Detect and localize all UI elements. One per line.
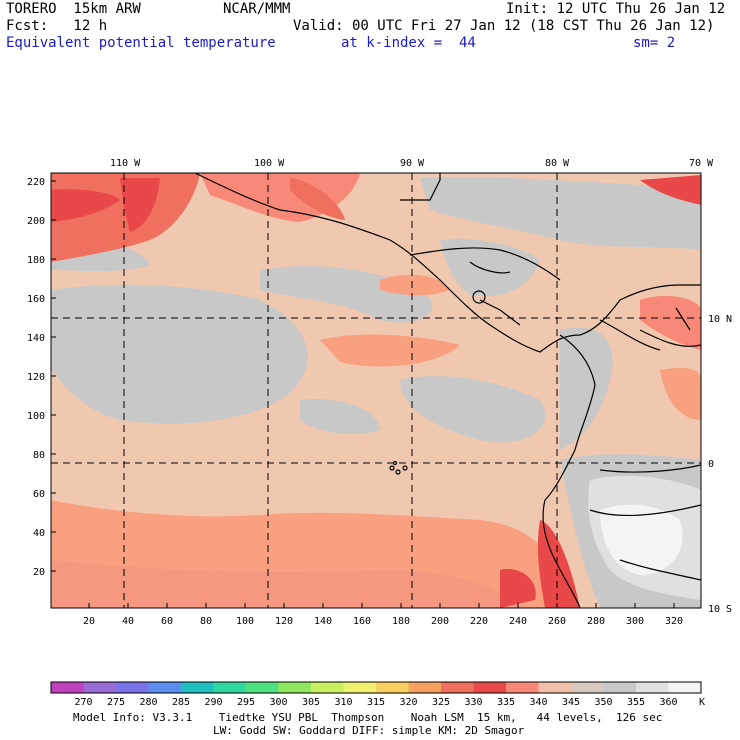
colorbar-label: 275 <box>107 697 125 708</box>
x-tick-label: 280 <box>587 616 605 627</box>
colorbar-swatch <box>571 682 604 693</box>
lon-label-70w: 70 W <box>689 158 714 169</box>
colorbar-label: 355 <box>627 697 645 708</box>
y-tick-label: 200 <box>27 216 45 227</box>
colorbar-label: 320 <box>399 697 417 708</box>
colorbar-swatch <box>343 682 377 693</box>
colorbar-label: 305 <box>302 697 320 708</box>
colorbar-swatch <box>506 682 539 693</box>
colorbar-label: 335 <box>497 697 515 708</box>
axis-ticks <box>51 180 675 608</box>
colorbar-swatch <box>246 682 279 693</box>
colorbar-swatch <box>83 682 117 693</box>
x-tick-label: 140 <box>314 616 332 627</box>
colorbar <box>51 682 702 693</box>
colorbar-unit: K <box>699 697 705 708</box>
colorbar-swatch <box>603 682 637 693</box>
lon-label-100w: 100 W <box>254 158 285 169</box>
x-tick-label: 200 <box>431 616 449 627</box>
x-tick-label: 40 <box>122 616 134 627</box>
colorbar-labels: 270 275 280 285 290 295 300 305 310 315 320 325 330 3… <box>74 697 677 708</box>
colorbar-label: 325 <box>432 697 450 708</box>
lat-label-10n: 10 N <box>708 314 732 325</box>
coastlines <box>194 173 701 608</box>
colorbar-label: 280 <box>139 697 157 708</box>
y-tick-labels: 20 40 60 80 100 120 140 160 180 200 220 <box>27 177 45 578</box>
lon-label-110w: 110 W <box>110 158 141 169</box>
colorbar-swatch <box>441 682 474 693</box>
colorbar-label: 330 <box>464 697 482 708</box>
x-tick-label: 20 <box>83 616 95 627</box>
colorbar-label: 340 <box>529 697 547 708</box>
lon-label-80w: 80 W <box>545 158 570 169</box>
colorbar-label: 295 <box>237 697 255 708</box>
colorbar-swatch <box>636 682 669 693</box>
y-tick-label: 120 <box>27 372 45 383</box>
latlon-grid <box>51 173 701 608</box>
y-tick-label: 180 <box>27 255 45 266</box>
colorbar-label: 315 <box>367 697 385 708</box>
colorbar-label: 300 <box>269 697 287 708</box>
model-title: TORERO 15km ARW <box>6 1 141 17</box>
colorbar-swatch <box>311 682 344 693</box>
colorbar-swatch <box>51 682 84 693</box>
x-tick-label: 80 <box>200 616 212 627</box>
organization-label: NCAR/MMM <box>223 1 291 17</box>
colorbar-label: 310 <box>334 697 352 708</box>
x-tick-label: 180 <box>392 616 410 627</box>
map-frame <box>50 172 702 609</box>
colorbar-swatch <box>148 682 182 693</box>
colorbar-label: 290 <box>204 697 222 708</box>
colorbar-label: 350 <box>594 697 612 708</box>
footer-model-info: Model Info: V3.3.1 Tiedtke YSU PBL Thomp… <box>73 711 663 724</box>
colorbar-frame <box>50 681 702 694</box>
colorbar-swatch <box>668 682 702 693</box>
colorbar-swatch <box>213 682 247 693</box>
x-tick-labels: 20 40 60 80 100 120 140 160 180 200 220 … <box>83 616 683 627</box>
x-tick-label: 220 <box>470 616 488 627</box>
y-tick-label: 160 <box>27 294 45 305</box>
y-tick-label: 40 <box>33 528 45 539</box>
colorbar-swatch <box>376 682 409 693</box>
valid-time: Valid: 00 UTC Fri 27 Jan 12 (18 CST Thu … <box>293 18 715 34</box>
y-tick-label: 80 <box>33 450 45 461</box>
x-tick-label: 120 <box>275 616 293 627</box>
level-label: at k-index = 44 <box>341 35 476 51</box>
colorbar-label: 345 <box>562 697 580 708</box>
footer-physics-info: LW: Godd SW: Goddard DIFF: simple KM: 2D… <box>213 724 525 737</box>
y-tick-label: 220 <box>27 177 45 188</box>
lon-label-90w: 90 W <box>400 158 425 169</box>
colorbar-label: 270 <box>74 697 92 708</box>
colorbar-label: 360 <box>659 697 677 708</box>
x-tick-label: 160 <box>353 616 371 627</box>
x-tick-label: 100 <box>236 616 254 627</box>
colorbar-swatch <box>473 682 507 693</box>
x-tick-label: 300 <box>626 616 644 627</box>
y-tick-label: 20 <box>33 567 45 578</box>
colorbar-swatch <box>538 682 572 693</box>
lat-label-0: 0 <box>708 459 714 470</box>
colorbar-swatch <box>278 682 312 693</box>
colorbar-swatch <box>116 682 149 693</box>
x-tick-label: 60 <box>161 616 173 627</box>
lat-label-10s: 10 S <box>708 604 732 615</box>
y-tick-label: 100 <box>27 411 45 422</box>
colorbar-label: 285 <box>172 697 190 708</box>
x-tick-label: 260 <box>548 616 566 627</box>
colorbar-swatch <box>181 682 214 693</box>
field-name: Equivalent potential temperature <box>6 35 276 51</box>
init-time: Init: 12 UTC Thu 26 Jan 12 <box>506 1 726 17</box>
x-tick-label: 320 <box>665 616 683 627</box>
y-tick-label: 60 <box>33 489 45 500</box>
forecast-hour: Fcst: 12 h <box>6 18 108 34</box>
theta-e-field <box>51 173 701 608</box>
x-tick-label: 240 <box>509 616 527 627</box>
y-tick-label: 140 <box>27 333 45 344</box>
colorbar-swatch <box>408 682 442 693</box>
smoothing-label: sm= 2 <box>633 35 676 51</box>
